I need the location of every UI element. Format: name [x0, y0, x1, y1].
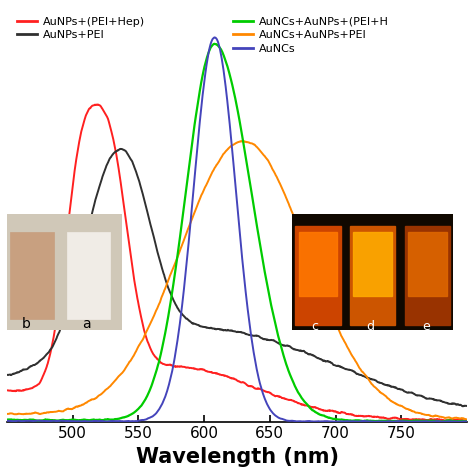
X-axis label: Wavelength (nm): Wavelength (nm) [136, 447, 338, 467]
Legend: AuNCs+AuNPs+(PEI+H, AuNCs+AuNPs+PEI, AuNCs: AuNCs+AuNPs+(PEI+H, AuNCs+AuNPs+PEI, AuN… [229, 12, 393, 58]
